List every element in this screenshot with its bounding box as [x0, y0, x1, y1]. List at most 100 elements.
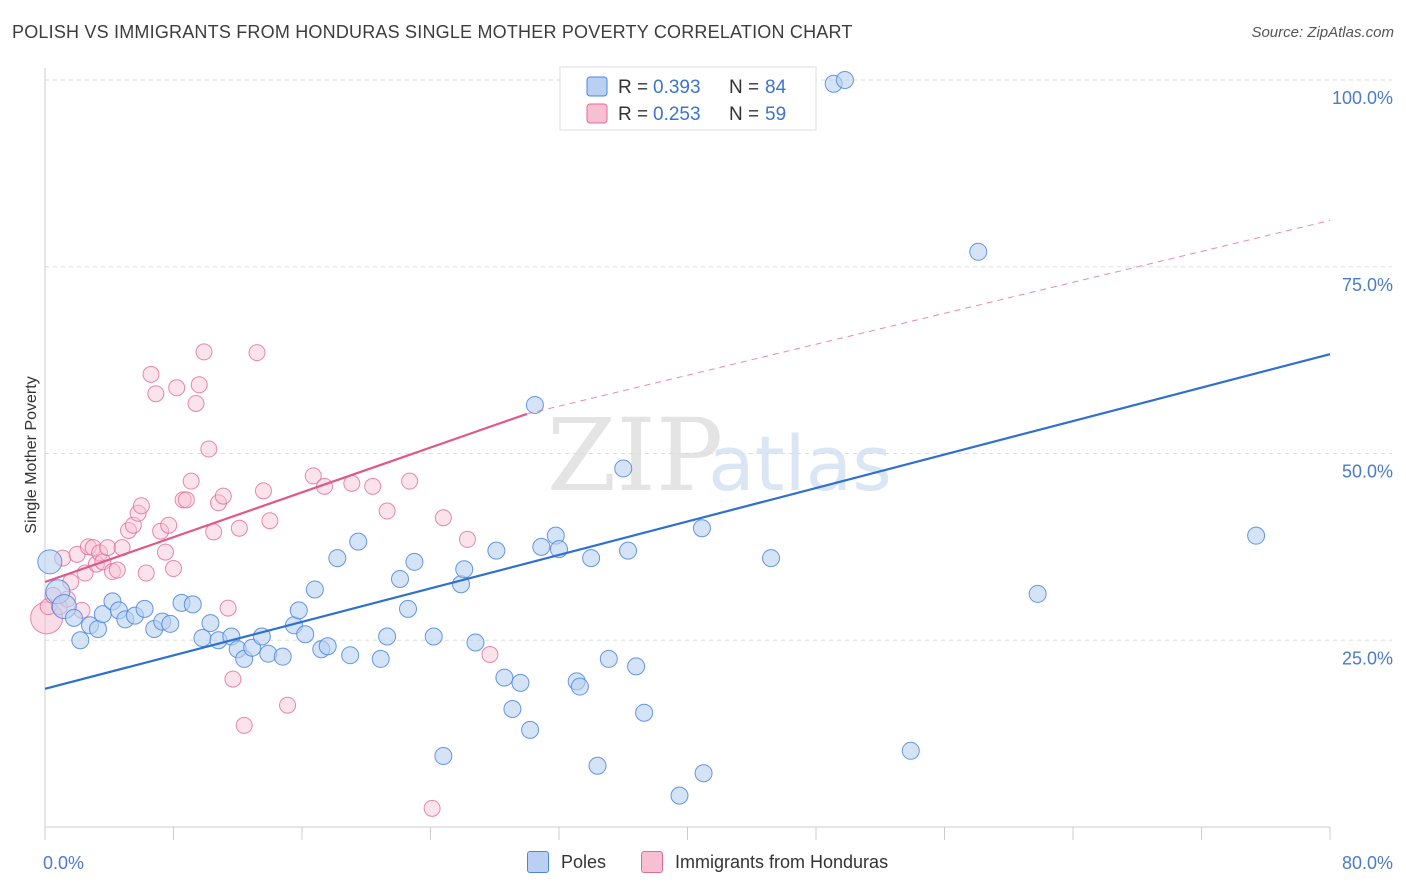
point-honduras-30	[168, 379, 186, 397]
point-honduras-25	[147, 385, 165, 403]
point-poles-67	[694, 764, 713, 783]
point-poles-46	[466, 633, 485, 652]
point-poles-30	[296, 625, 315, 644]
legend-n-label-1: N =	[729, 77, 759, 98]
point-poles-12	[135, 599, 154, 618]
point-poles-59	[588, 756, 607, 775]
point-poles-43	[434, 747, 453, 766]
legend-swatch-poles	[586, 76, 608, 97]
point-poles-49	[503, 699, 522, 718]
point-honduras-57	[458, 530, 476, 548]
trend-poles	[44, 353, 1331, 690]
point-poles-4	[71, 631, 90, 650]
point-honduras-47	[261, 512, 279, 530]
watermark-atlas: atlas	[708, 419, 892, 508]
point-honduras-15	[99, 539, 117, 557]
point-honduras-27	[156, 543, 174, 561]
point-honduras-55	[423, 799, 441, 817]
grid	[45, 79, 1392, 641]
y-tick-label-0: 25.0%	[1342, 648, 1393, 668]
point-poles-31	[305, 580, 324, 599]
point-poles-50	[511, 673, 530, 692]
legend-n-value-2: 59	[765, 104, 786, 125]
legend-swatch-poles-bottom	[527, 851, 549, 873]
point-poles-42	[424, 627, 443, 646]
point-poles-60	[599, 649, 618, 668]
point-honduras-37	[200, 440, 218, 458]
point-honduras-29	[165, 560, 182, 578]
point-poles-62	[619, 541, 638, 560]
point-poles-58	[582, 549, 601, 568]
legend-label-poles: Poles	[561, 851, 607, 872]
point-poles-63	[627, 657, 646, 676]
point-honduras-56	[434, 509, 452, 527]
point-honduras-19	[120, 521, 138, 539]
point-honduras-48	[279, 696, 297, 714]
watermark: ZIP atlas	[547, 397, 892, 514]
point-poles-3	[64, 608, 83, 627]
point-poles-52	[525, 395, 544, 414]
axes	[44, 68, 1331, 840]
tick-labels: 25.0% 50.0% 75.0% 100.0% 0.0% 80.0%	[43, 88, 1393, 873]
point-poles-26	[259, 644, 278, 663]
point-poles-57	[570, 677, 589, 696]
point-honduras-32	[177, 491, 195, 509]
legend-swatch-honduras	[586, 103, 608, 124]
legend-item-poles: Poles	[527, 851, 606, 873]
point-poles-68	[762, 549, 781, 568]
point-poles-48	[495, 668, 514, 687]
point-poles-27	[273, 647, 292, 666]
watermark-zip: ZIP	[547, 397, 723, 514]
point-honduras-33	[182, 472, 200, 490]
point-honduras-34	[187, 394, 205, 412]
point-poles-64	[635, 703, 654, 722]
legend-item-honduras: Immigrants from Honduras	[641, 851, 888, 873]
point-honduras-49	[304, 467, 322, 485]
point-poles-61	[614, 459, 633, 478]
point-poles-51	[521, 720, 540, 739]
point-poles-75	[1247, 526, 1266, 545]
point-honduras-43	[230, 519, 248, 537]
point-poles-35	[341, 646, 360, 665]
point-poles-29	[289, 601, 308, 620]
point-poles-66	[692, 519, 711, 538]
point-poles-53	[532, 537, 551, 556]
x-tick-label-1: 80.0%	[1342, 853, 1393, 873]
point-honduras-35	[190, 376, 208, 394]
point-honduras-42	[224, 670, 242, 688]
point-poles-39	[390, 569, 409, 588]
trend-honduras	[44, 412, 528, 584]
point-honduras-54	[401, 472, 419, 490]
trend-lines	[44, 219, 1331, 690]
point-poles-41	[405, 552, 424, 571]
point-honduras-45	[248, 344, 266, 362]
point-honduras-24	[142, 365, 160, 383]
point-poles-38	[378, 627, 397, 646]
point-poles-34	[328, 549, 347, 568]
legend-n-label-2: N =	[729, 104, 759, 125]
point-honduras-52	[364, 477, 382, 495]
point-honduras-40	[214, 487, 232, 505]
point-honduras-38	[205, 523, 223, 541]
bottom-legend: Poles Immigrants from Honduras	[0, 851, 1406, 877]
x-tick-label-0: 0.0%	[43, 853, 84, 873]
chart-title: POLISH VS IMMIGRANTS FROM HONDURAS SINGL…	[12, 22, 853, 42]
point-honduras-10	[79, 538, 97, 556]
y-tick-label-3: 100.0%	[1332, 88, 1393, 108]
data-points	[30, 71, 1266, 817]
point-poles-73	[969, 242, 988, 261]
point-poles-0	[37, 549, 63, 575]
legend-n-value-1: 84	[765, 77, 787, 98]
legend-swatch-honduras-bottom	[641, 851, 663, 873]
point-honduras-53	[378, 502, 396, 520]
point-honduras-28	[160, 516, 178, 534]
chart-source: Source: ZipAtlas.com	[1251, 24, 1394, 41]
point-poles-37	[371, 649, 390, 668]
point-poles-17	[183, 595, 202, 614]
point-poles-18	[193, 629, 212, 648]
point-poles-15	[161, 614, 180, 633]
trend-honduras-extension	[526, 219, 1331, 415]
point-poles-36	[349, 532, 368, 551]
point-poles-40	[399, 599, 418, 618]
point-honduras-58	[481, 645, 499, 663]
